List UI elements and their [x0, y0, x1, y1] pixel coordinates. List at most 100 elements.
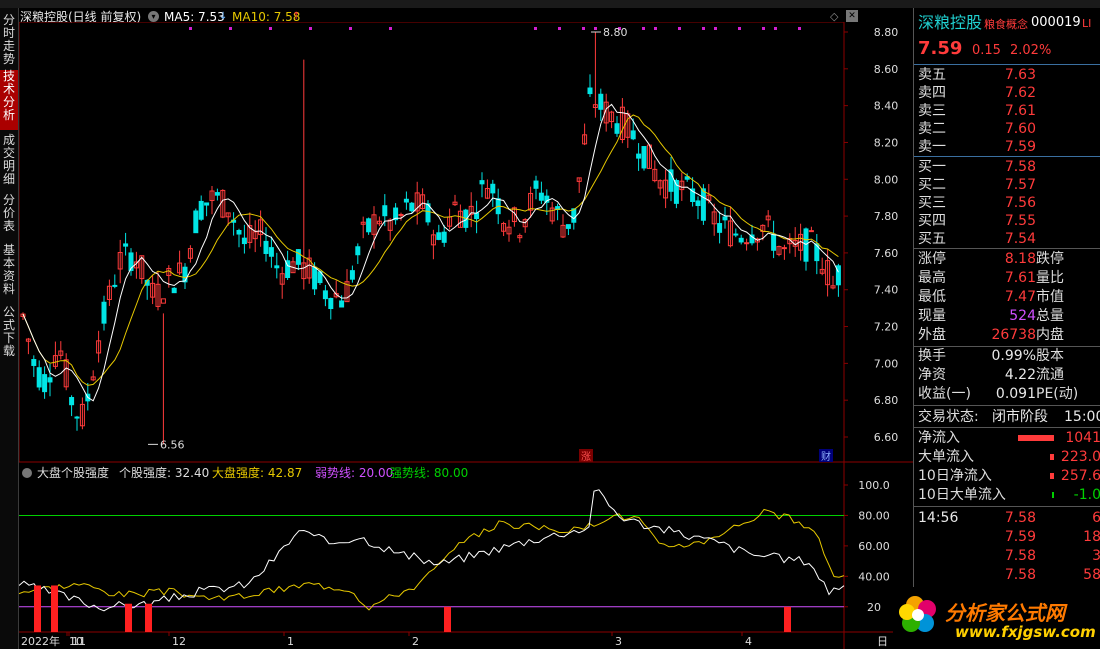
divider [914, 346, 1100, 347]
indicator-menu-button [22, 468, 32, 478]
candle-down [241, 237, 247, 245]
price-tick-label: 8.60 [874, 63, 899, 76]
kline-chart[interactable]: 8.80 8.60 8.40 8.20 8.00 7.80 7.60 7.40 7.20 7.00… [19, 22, 913, 649]
tab-trades[interactable]: 成交明细 [2, 133, 15, 186]
date-label: 2022年 [21, 634, 60, 648]
candle-up [139, 255, 145, 280]
price-tick-label: 8.00 [874, 173, 899, 186]
left-tab-bar: 分时走势 技术分析 成交明细 分价表 基本资料 公式下载 [0, 8, 19, 649]
ind-tick-label: 20 [867, 601, 881, 614]
flow-bar [1050, 454, 1054, 460]
candle-down [69, 397, 75, 406]
candle-up [711, 211, 717, 225]
candle-down [722, 216, 728, 221]
last-price: 7.59 [918, 38, 963, 59]
signal-dot [714, 27, 717, 30]
stock-concept[interactable]: 粮食概念 [984, 18, 1028, 31]
candle-down [803, 228, 809, 262]
candle-up [501, 223, 507, 232]
candle-up [306, 257, 312, 279]
tab-technical[interactable]: 技术分析 [0, 70, 18, 130]
flow-bar [1052, 492, 1054, 498]
quote-label-right: 内盘 [1036, 327, 1064, 343]
sell-label: 卖一 [918, 139, 946, 155]
quote-label: 收益(一) [918, 386, 971, 402]
buy-price: 7.58 [1004, 159, 1036, 175]
tab-fundamentals[interactable]: 基本资料 [2, 243, 15, 296]
signal-dot [654, 27, 657, 30]
stock-header: 深粮控股 粮食概念 000019 LI [914, 14, 1100, 36]
buy-level-row: 买二 7.57 [914, 176, 1100, 194]
dapan-strength-label: 大盘强度: 42.87 [212, 465, 302, 480]
candle-down [268, 247, 274, 257]
quote-value: 7.61 [1004, 270, 1036, 286]
candle-up [63, 359, 69, 388]
signal-dot [738, 27, 741, 30]
tick-volume: 6 [1092, 510, 1100, 526]
candle-down [636, 153, 642, 159]
quote-label: 外盘 [918, 327, 946, 343]
ind-tick-label: 40.00 [858, 570, 890, 583]
tab-price-distribution[interactable]: 分价表 [2, 193, 15, 233]
candle-down [171, 287, 177, 294]
candle-down [214, 192, 220, 196]
candle-down [673, 180, 679, 204]
buy-price: 7.54 [1004, 231, 1036, 247]
candle-up [371, 214, 377, 235]
signal-dot [349, 27, 352, 30]
candle-up [808, 230, 814, 233]
buy-label: 买五 [918, 231, 946, 247]
tick-price: 7.59 [1004, 529, 1036, 545]
candle-down [101, 301, 107, 324]
candle-up [560, 224, 566, 238]
candle-down [295, 249, 301, 265]
top-menu-strip [0, 0, 1100, 8]
candle-down [31, 359, 37, 366]
signal-dot [678, 27, 681, 30]
signal-dot [309, 27, 312, 30]
price-tick-label: 7.20 [874, 321, 899, 334]
date-label: 2 [412, 635, 419, 648]
candle-up [727, 220, 733, 247]
tick-price: 7.58 [1004, 548, 1036, 564]
quote-row: 净资 4.22 流通 [914, 366, 1100, 384]
candle-up [765, 215, 771, 221]
flow-value: 1041 [1065, 430, 1100, 446]
candle-down [479, 180, 485, 185]
signal-dot [582, 27, 585, 30]
candle-down [771, 233, 777, 251]
candle-down [236, 229, 242, 235]
quote-value: 0.091 [995, 386, 1036, 402]
candle-up [177, 262, 183, 274]
low-marker-label: 6.56 [160, 438, 185, 451]
candle-up [387, 219, 393, 231]
candle-up [90, 376, 96, 381]
candle-up [825, 260, 831, 286]
candle-up [160, 298, 166, 304]
candle-down [668, 169, 674, 192]
candle-up [576, 177, 582, 182]
sell-level-row: 卖二 7.60 [914, 120, 1100, 138]
tab-intraday[interactable]: 分时走势 [2, 13, 15, 66]
candle-up [619, 106, 625, 141]
candle-up [609, 111, 615, 123]
tick-price: 7.58 [1004, 567, 1036, 583]
candle-down [349, 270, 355, 280]
geg-strength-line [19, 489, 845, 612]
flow-row: 10日净流入 257.6 [914, 467, 1100, 485]
date-label: 12 [172, 635, 186, 648]
candle-down [425, 203, 431, 223]
buy-price: 7.57 [1004, 177, 1036, 193]
candle-up [517, 235, 523, 239]
candle-up [511, 207, 517, 223]
candle-up [603, 101, 609, 124]
tab-formula-download[interactable]: 公式下载 [2, 305, 15, 358]
ma-menu-button[interactable]: ▾ [148, 11, 159, 22]
diamond-icon[interactable]: ◇ [830, 10, 839, 23]
ma5-down-arrow-icon: ↓ [219, 11, 228, 22]
quote-label-right: PE(动) [1036, 386, 1079, 402]
close-icon[interactable]: ✕ [846, 10, 858, 22]
candle-up [430, 234, 436, 246]
quote-label: 换手 [918, 348, 946, 364]
candle-up [754, 238, 760, 243]
